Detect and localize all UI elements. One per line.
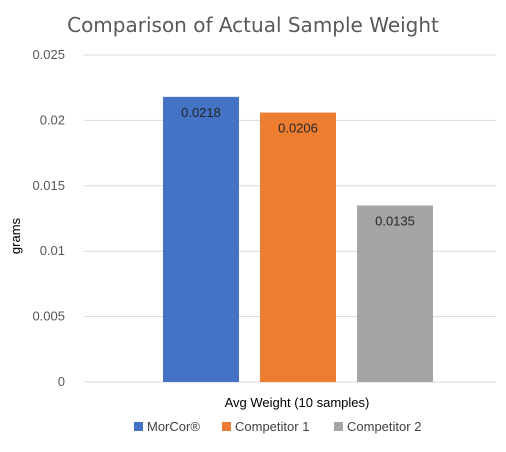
data-label: 0.0135 xyxy=(375,213,415,228)
bar-competitor-2 xyxy=(357,205,433,382)
bar-competitor-1 xyxy=(260,112,336,382)
data-label: 0.0206 xyxy=(278,121,318,136)
legend-entry: Competitor 1 xyxy=(235,419,309,434)
legend-swatch xyxy=(334,422,343,431)
legend: MorCor® Competitor 1 Competitor 2 xyxy=(134,419,421,434)
y-tick-label: 0.025 xyxy=(32,47,65,62)
chart-title: Comparison of Actual Sample Weight xyxy=(67,13,439,37)
legend-swatch xyxy=(134,422,143,431)
y-axis-label: grams xyxy=(8,217,23,254)
y-tick-label: 0 xyxy=(58,374,65,389)
legend-entry: Competitor 2 xyxy=(347,419,421,434)
y-axis-ticks: 0 0.005 0.01 0.015 0.02 0.025 xyxy=(32,47,65,389)
y-tick-label: 0.02 xyxy=(40,112,65,127)
legend-swatch xyxy=(222,422,231,431)
y-tick-label: 0.005 xyxy=(32,309,65,324)
y-tick-label: 0.01 xyxy=(40,243,65,258)
x-axis-label: Avg Weight (10 samples) xyxy=(225,395,370,410)
y-tick-label: 0.015 xyxy=(32,178,65,193)
legend-entry: MorCor® xyxy=(147,419,200,434)
data-label: 0.0218 xyxy=(181,105,221,120)
bar-morcor xyxy=(163,96,239,382)
bars: 0.0218 0.0206 0.0135 xyxy=(163,96,433,382)
